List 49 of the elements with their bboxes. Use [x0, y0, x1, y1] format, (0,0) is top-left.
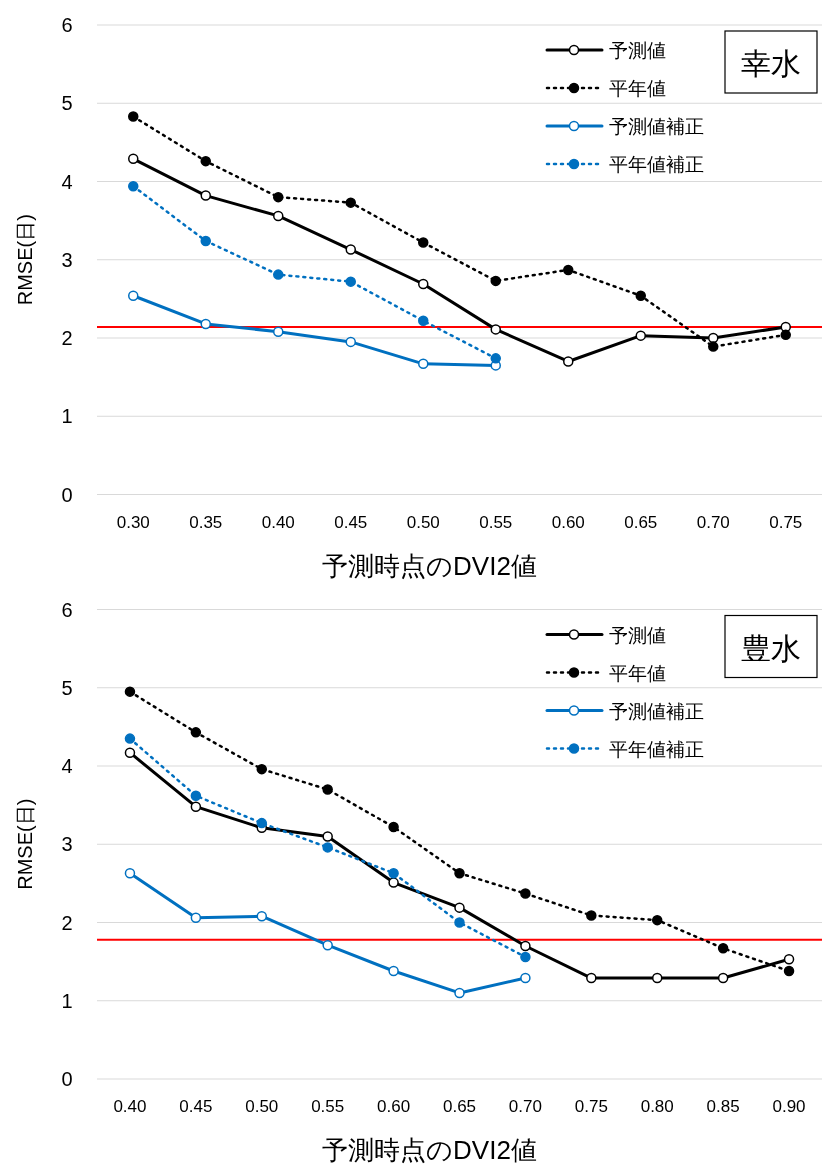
y-axis-title: RMSE(日) — [14, 798, 36, 890]
legend-label: 予測値補正 — [609, 116, 704, 137]
x-tick-label: 0.70 — [696, 512, 730, 532]
x-tick-label: 0.90 — [772, 1097, 806, 1116]
y-tick-label: 6 — [61, 14, 73, 36]
x-tick-label: 0.65 — [442, 1097, 477, 1116]
legend-label: 平年値補正 — [609, 738, 704, 760]
y-tick-label: 1 — [61, 405, 73, 428]
x-tick-label: 0.50 — [245, 1097, 279, 1116]
x-tick-label: 0.70 — [508, 1097, 542, 1116]
x-tick-label: 0.40 — [113, 1097, 147, 1116]
y-tick-label: 4 — [61, 755, 73, 777]
x-axis-title: 予測時点のDVI2値 — [322, 550, 537, 581]
y-tick-label: 5 — [61, 676, 73, 699]
y-axis-title: RMSE(日) — [14, 214, 36, 306]
text: 豊水 — [741, 631, 801, 665]
x-tick-label: 0.35 — [189, 512, 223, 532]
x-tick-label: 0.60 — [551, 512, 585, 532]
x-axis-title: 予測時点のDVI2値 — [322, 1135, 537, 1165]
x-tick-label: 0.65 — [624, 512, 658, 532]
x-tick-label: 0.30 — [116, 512, 150, 532]
x-tick-label: 0.60 — [377, 1097, 411, 1116]
y-tick-label: 2 — [61, 327, 73, 349]
x-tick-label: 0.55 — [311, 1097, 345, 1116]
text: 幸水 — [741, 47, 801, 80]
x-tick-label: 0.45 — [334, 512, 368, 532]
y-tick-label: 0 — [61, 1068, 73, 1090]
legend-label: 予測値 — [609, 40, 666, 61]
y-tick-label: 5 — [61, 92, 73, 115]
y-tick-label: 1 — [61, 989, 73, 1012]
y-tick-label: 4 — [61, 170, 73, 193]
y-tick-label: 3 — [61, 248, 73, 271]
x-tick-label: 0.50 — [406, 512, 440, 532]
y-tick-label: 6 — [61, 598, 73, 621]
legend-label: 平年値 — [609, 78, 666, 99]
y-tick-label: 2 — [61, 911, 73, 934]
x-tick-label: 0.80 — [640, 1097, 674, 1116]
x-tick-label: 0.75 — [769, 512, 803, 532]
x-tick-label: 0.45 — [179, 1097, 213, 1116]
x-tick-label: 0.75 — [574, 1097, 608, 1116]
x-tick-label: 0.40 — [261, 512, 295, 532]
x-tick-label: 0.85 — [706, 1097, 740, 1116]
legend-label: 予測値 — [609, 624, 666, 646]
legend-label: 平年値補正 — [609, 154, 704, 175]
y-tick-label: 0 — [61, 483, 73, 506]
legend-label: 平年値 — [609, 662, 666, 684]
x-tick-label: 0.55 — [479, 512, 513, 532]
legend-label: 予測値補正 — [609, 700, 704, 722]
y-tick-label: 3 — [61, 833, 73, 856]
